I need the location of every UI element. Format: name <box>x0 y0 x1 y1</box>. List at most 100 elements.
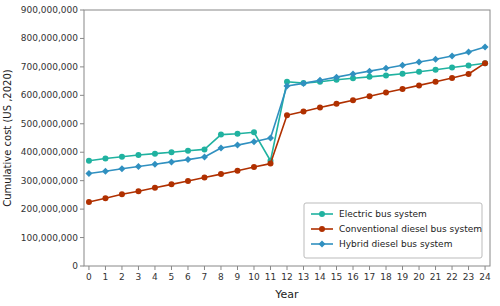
data-point <box>466 62 472 68</box>
data-point <box>234 142 241 149</box>
data-point <box>416 82 422 88</box>
data-point <box>482 60 488 66</box>
y-tick <box>80 180 84 181</box>
y-tick-label: 700,000,000 <box>21 62 79 72</box>
x-tick <box>237 266 238 270</box>
data-point <box>301 80 307 86</box>
data-point <box>201 175 207 181</box>
data-point <box>416 69 422 75</box>
data-point <box>400 71 406 77</box>
data-point <box>152 151 158 157</box>
legend: Electric bus systemConventional diesel b… <box>304 203 482 258</box>
data-point <box>185 178 191 184</box>
x-tick-label: 19 <box>397 272 409 282</box>
data-point <box>367 74 373 80</box>
series <box>86 60 488 205</box>
x-tick-label: 4 <box>152 272 158 282</box>
x-tick <box>287 266 288 270</box>
legend-box <box>304 203 482 258</box>
y-tick-label: 100,000,000 <box>21 233 79 243</box>
data-point <box>399 62 406 69</box>
x-tick-label: 0 <box>86 272 92 282</box>
x-tick-label: 5 <box>169 272 175 282</box>
x-tick <box>270 266 271 270</box>
x-tick-label: 12 <box>281 272 292 282</box>
data-point <box>86 158 92 164</box>
x-tick-label: 14 <box>314 272 326 282</box>
y-tick-label: 300,000,000 <box>21 176 79 186</box>
data-point <box>168 181 174 187</box>
data-point <box>201 146 207 152</box>
x-tick <box>419 266 420 270</box>
y-tick <box>80 123 84 124</box>
data-point <box>449 75 455 81</box>
data-point <box>383 89 389 95</box>
y-tick <box>80 10 84 11</box>
legend-marker <box>319 211 325 217</box>
x-axis: 0123456789101112131415161718192021222324 <box>86 266 491 282</box>
data-point <box>416 59 423 66</box>
data-point <box>301 109 307 115</box>
y-axis: 0100,000,000200,000,000300,000,000400,00… <box>21 5 84 271</box>
y-tick <box>80 38 84 39</box>
legend-marker <box>319 226 325 232</box>
data-point <box>119 154 125 160</box>
series <box>86 60 488 164</box>
x-tick <box>485 266 486 270</box>
legend-label: Electric bus system <box>339 209 427 219</box>
x-tick <box>121 266 122 270</box>
x-tick <box>435 266 436 270</box>
data-point <box>449 64 455 70</box>
y-tick-label: 400,000,000 <box>21 147 79 157</box>
x-tick-label: 16 <box>347 272 359 282</box>
y-tick <box>80 237 84 238</box>
y-tick-label: 600,000,000 <box>21 90 79 100</box>
data-point <box>251 129 257 135</box>
data-point <box>102 195 108 201</box>
data-point <box>234 168 240 174</box>
data-point <box>234 131 240 137</box>
x-tick-label: 23 <box>463 272 474 282</box>
x-tick-label: 10 <box>248 272 260 282</box>
plot-area <box>85 43 488 205</box>
x-tick <box>154 266 155 270</box>
x-tick <box>138 266 139 270</box>
data-point <box>119 191 125 197</box>
data-point <box>433 67 439 73</box>
data-point <box>433 79 439 85</box>
data-point <box>168 158 175 165</box>
x-tick <box>468 266 469 270</box>
data-point <box>85 170 92 177</box>
x-tick <box>105 266 106 270</box>
data-point <box>185 148 191 154</box>
plot-frame <box>84 10 490 266</box>
y-tick-label: 500,000,000 <box>21 119 79 129</box>
x-tick <box>187 266 188 270</box>
data-point <box>367 93 373 99</box>
y-tick <box>80 152 84 153</box>
x-tick-label: 8 <box>218 272 224 282</box>
data-point <box>86 199 92 205</box>
data-point <box>482 43 489 50</box>
data-point <box>466 71 472 77</box>
series-line <box>89 47 485 174</box>
data-point <box>449 53 456 60</box>
data-point <box>135 152 141 158</box>
data-point <box>350 71 357 78</box>
x-tick-label: 21 <box>430 272 441 282</box>
y-tick <box>80 266 84 267</box>
x-tick-label: 6 <box>185 272 191 282</box>
x-tick-label: 15 <box>331 272 342 282</box>
data-point <box>317 105 323 111</box>
y-tick <box>80 66 84 67</box>
data-point <box>217 144 224 151</box>
x-tick <box>369 266 370 270</box>
chart: 0100,000,000200,000,000300,000,000400,00… <box>0 0 500 306</box>
x-tick <box>452 266 453 270</box>
data-point <box>284 112 290 118</box>
x-tick-label: 1 <box>103 272 109 282</box>
x-tick-label: 17 <box>364 272 375 282</box>
x-tick <box>88 266 89 270</box>
data-point <box>465 49 472 56</box>
series-line <box>89 63 485 161</box>
